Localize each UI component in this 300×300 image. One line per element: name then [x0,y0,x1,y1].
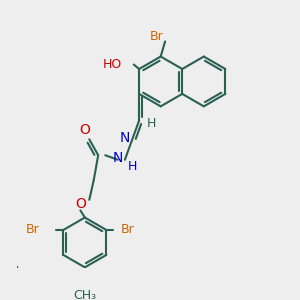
Text: O: O [80,123,90,137]
Text: CH₃: CH₃ [73,289,96,300]
Text: N: N [112,151,123,165]
Text: Br: Br [149,31,163,44]
Text: H: H [127,160,137,173]
Text: H: H [147,117,156,130]
Text: Br: Br [121,224,135,236]
Text: HO: HO [103,58,122,71]
Text: O: O [75,197,86,211]
Text: N: N [120,131,130,146]
Text: Br: Br [25,224,39,236]
